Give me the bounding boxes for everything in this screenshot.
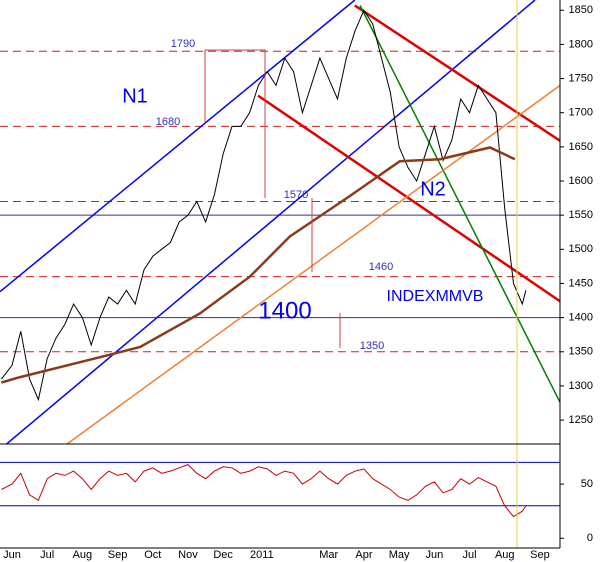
- y-tick-label: 1250: [569, 414, 593, 426]
- x-tick-label: Dec: [213, 549, 233, 561]
- annotation: N2: [420, 178, 446, 200]
- x-tick-label: Mar: [319, 549, 338, 561]
- annotation: 1400: [258, 297, 311, 324]
- trend-line: [354, 4, 560, 142]
- trend-line: [257, 94, 560, 303]
- annotation: N1: [122, 85, 148, 107]
- annotation: INDEXMMVB: [387, 288, 484, 305]
- y-tick-label: 1450: [569, 277, 593, 289]
- series-line: [1, 464, 527, 518]
- level-label: 1790: [171, 38, 195, 50]
- x-tick-label: Apr: [355, 549, 372, 561]
- x-tick-label: May: [389, 549, 410, 561]
- y-tick-label: 1700: [569, 107, 593, 119]
- y-tick-label: 1500: [569, 243, 593, 255]
- axes: 1250 1300 1350 1400 1450 1500 1550 1600 1650 1700…: [3, 4, 593, 561]
- y-tick-label: 1300: [569, 380, 593, 392]
- trend-line: [65, 84, 560, 444]
- x-tick-label: Jun: [425, 549, 443, 561]
- x-tick-label: 2011: [250, 549, 274, 561]
- level-connectors: [204, 49, 341, 348]
- x-tick-label: Nov: [178, 549, 198, 561]
- y-tick-label: 0: [587, 532, 593, 544]
- x-tick-label: Sep: [108, 549, 128, 561]
- indicator-panel: [0, 461, 560, 518]
- trend-line: [0, 0, 356, 293]
- y-tick-label: 1600: [569, 175, 593, 187]
- y-tick-label: 1800: [569, 38, 593, 50]
- series-line: [1, 9, 527, 402]
- y-tick-label: 1750: [569, 72, 593, 84]
- y-tick-label: 1550: [569, 209, 593, 221]
- trend-line: [359, 5, 560, 403]
- level-label: 1460: [369, 261, 393, 273]
- series-line: [1, 146, 516, 384]
- trend-line: [5, 0, 536, 444]
- x-tick-label: Aug: [495, 549, 515, 561]
- level-label: 1570: [284, 189, 308, 201]
- price-panel: [0, 0, 560, 444]
- level-label: 1350: [360, 340, 384, 352]
- y-tick-label: 1650: [569, 141, 593, 153]
- x-tick-label: Sep: [530, 549, 550, 561]
- x-tick-label: Aug: [73, 549, 93, 561]
- x-tick-label: Jul: [40, 549, 54, 561]
- x-tick-label: Jul: [463, 549, 477, 561]
- level-label: 1680: [156, 116, 180, 128]
- y-tick-label: 1350: [569, 346, 593, 358]
- connector: [204, 49, 266, 198]
- y-tick-label: 1400: [569, 312, 593, 324]
- x-tick-label: Oct: [144, 549, 161, 561]
- y-tick-label: 1850: [569, 4, 593, 16]
- y-tick-label: 50: [581, 478, 593, 490]
- x-tick-label: Jun: [3, 549, 21, 561]
